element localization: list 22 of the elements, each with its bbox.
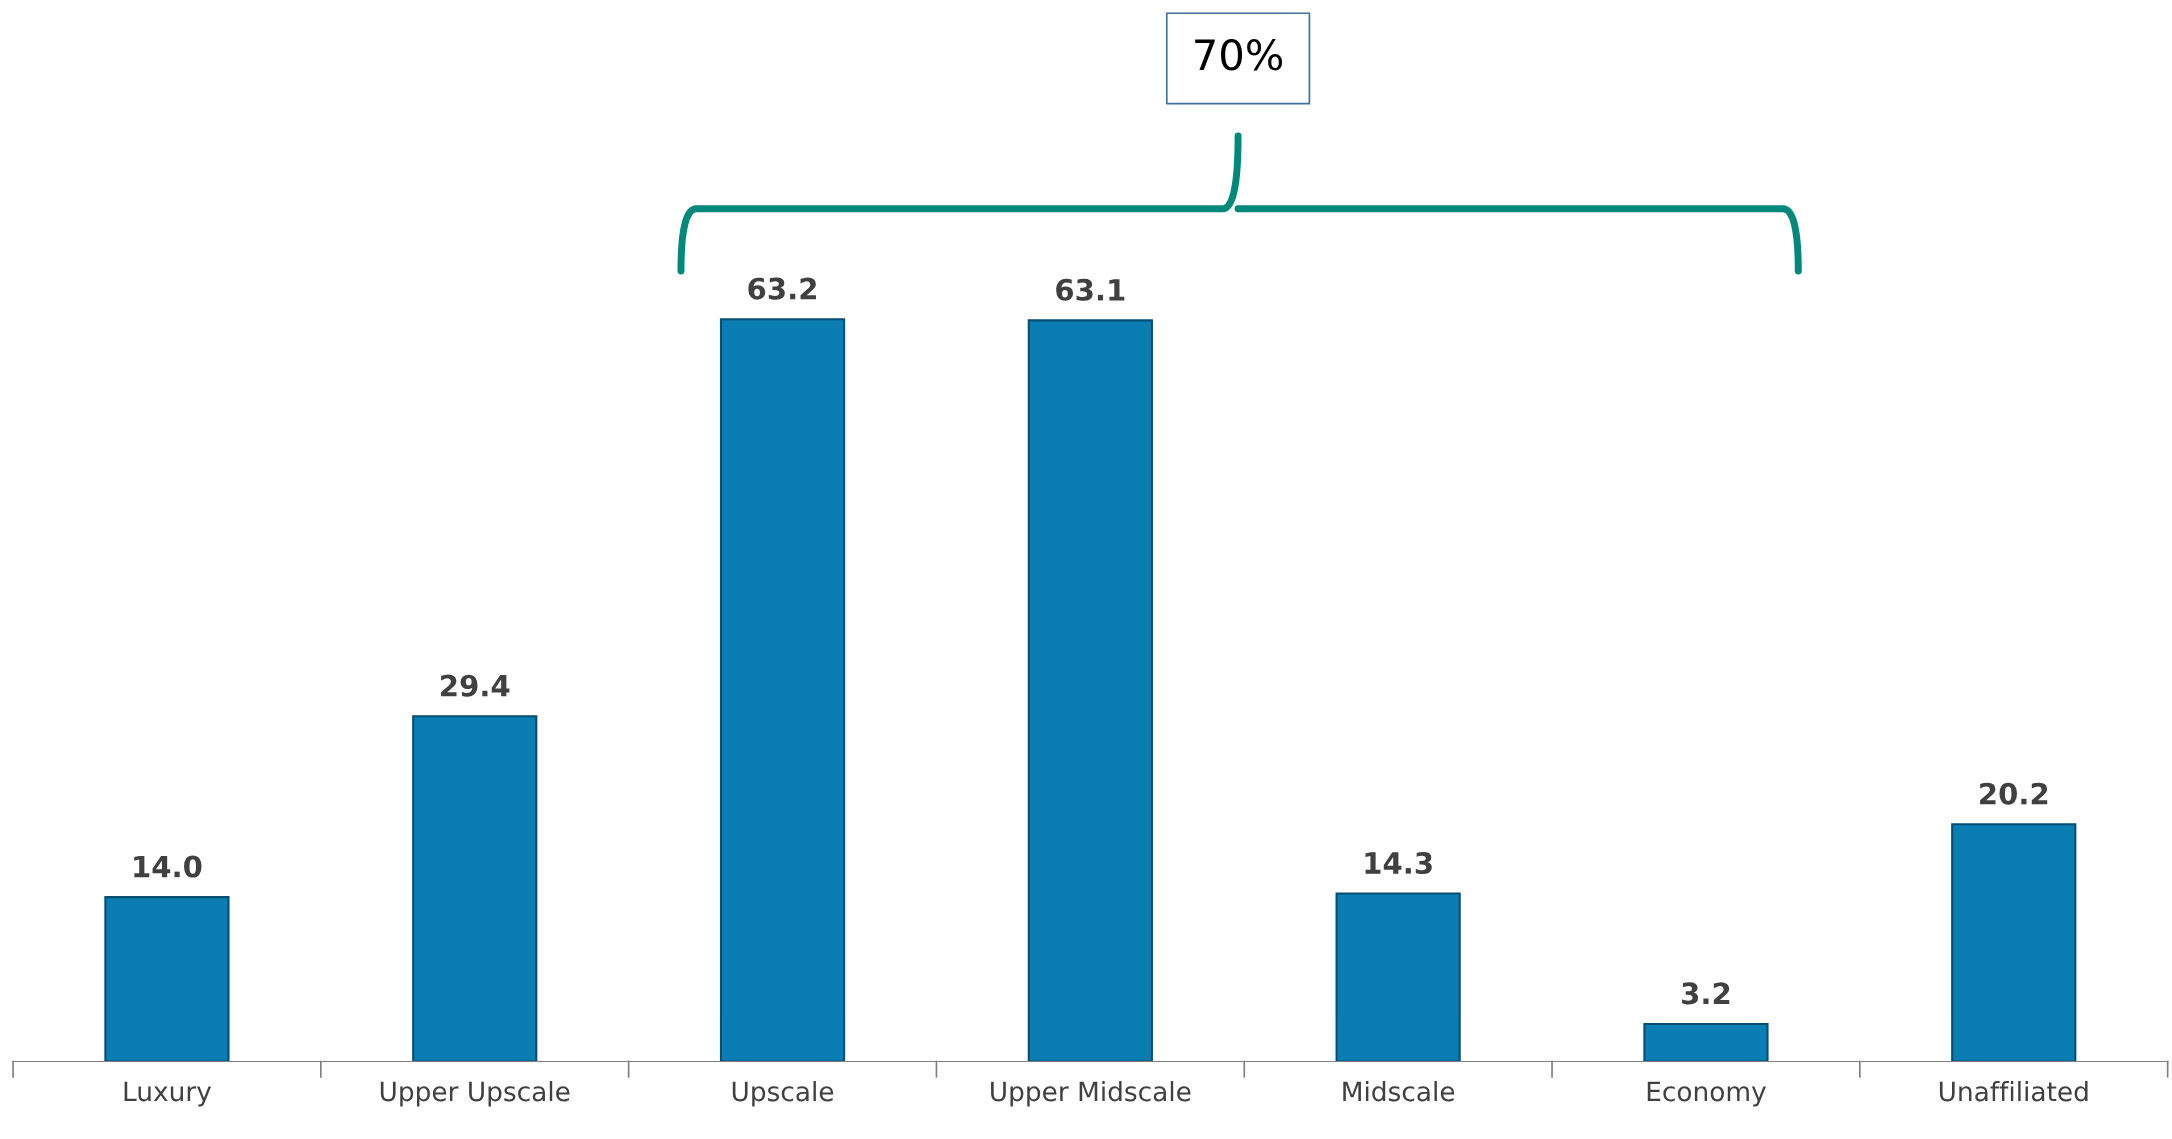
- data-label: 63.1: [1056, 278, 1125, 301]
- x-tick-label: Upscale: [732, 1080, 834, 1107]
- x-tick-label: Luxury: [124, 1081, 212, 1107]
- data-label: 63.2: [748, 277, 816, 300]
- bar: [1643, 1022, 1769, 1062]
- bar: [1951, 823, 2077, 1062]
- x-tick-label: Economy: [1647, 1081, 1766, 1107]
- data-label: 20.2: [1980, 782, 2048, 805]
- bar: [412, 715, 538, 1062]
- data-label: 29.4: [441, 674, 510, 697]
- bar: [719, 318, 846, 1062]
- x-tick-label: Upper Midscale: [991, 1080, 1191, 1107]
- x-tick-label: Midscale: [1343, 1080, 1455, 1102]
- data-label: 14.0: [134, 855, 202, 878]
- data-label: 3.2: [1682, 982, 1730, 1005]
- x-tick-label: Upper Upscale: [380, 1080, 570, 1107]
- bar: [1027, 319, 1153, 1062]
- bar: [1335, 892, 1461, 1062]
- text: 70%: [1195, 39, 1283, 71]
- bar: [104, 896, 230, 1062]
- data-label: 14.3: [1365, 851, 1432, 875]
- x-tick-label: Unaffiliated: [1939, 1080, 2088, 1102]
